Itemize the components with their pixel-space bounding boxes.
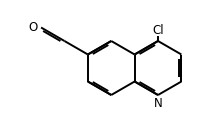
Text: O: O [29,21,38,34]
Text: Cl: Cl [152,24,164,37]
Text: N: N [154,97,162,110]
